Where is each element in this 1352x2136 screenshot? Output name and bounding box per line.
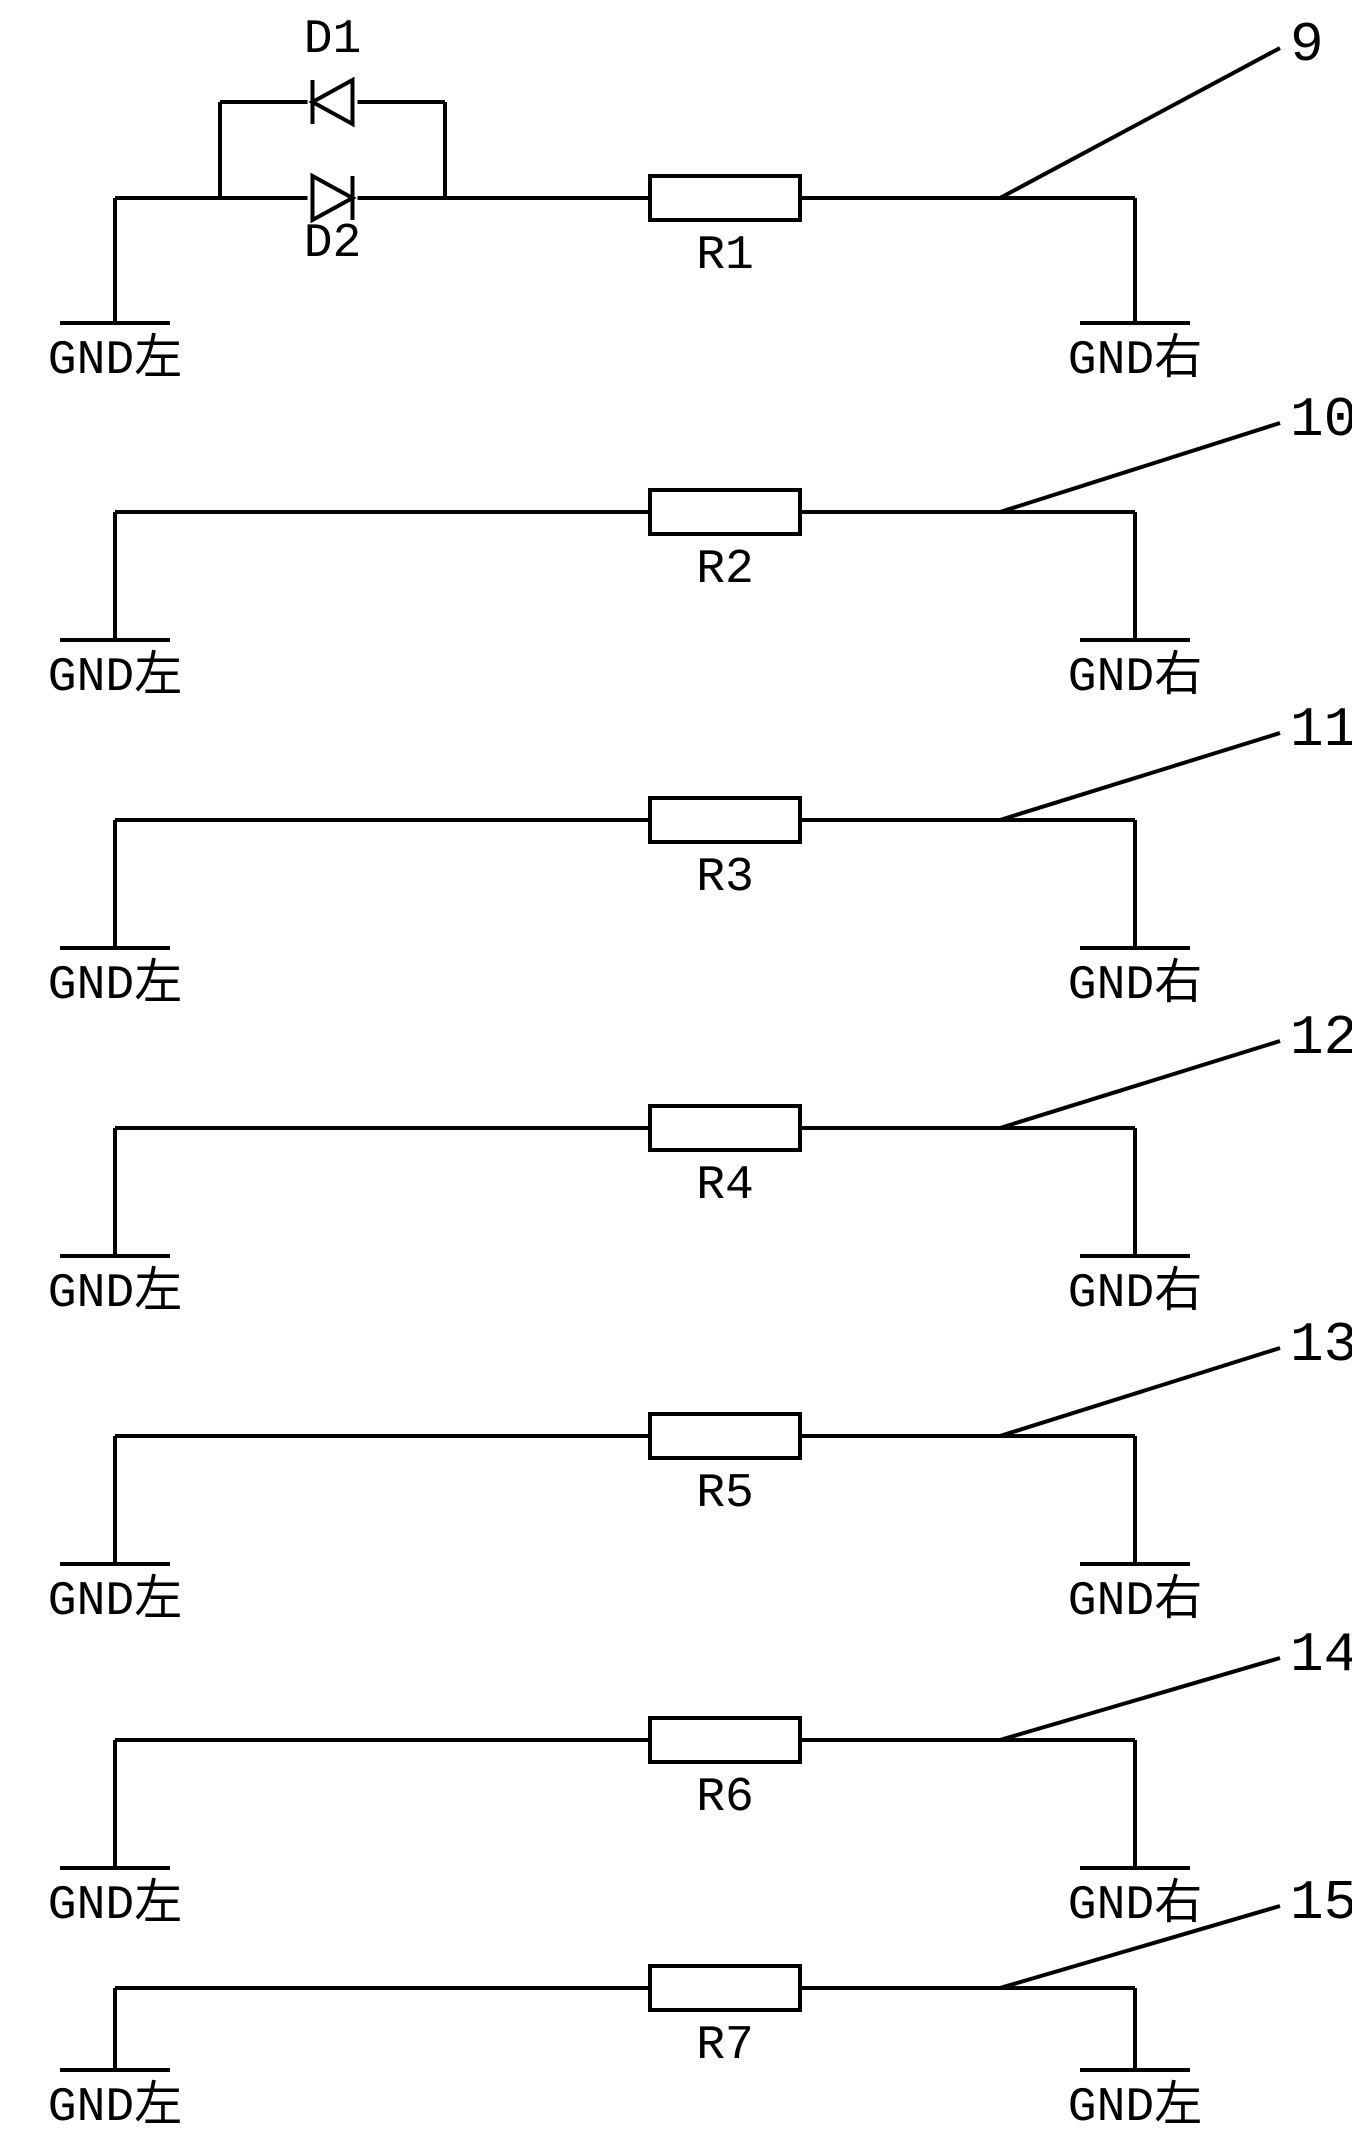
gnd-label-right-3: GND右 bbox=[1068, 1265, 1202, 1321]
callout-label-10: 10 bbox=[1290, 388, 1352, 452]
gnd-label-left-2: GND左 bbox=[48, 957, 182, 1013]
gnd-label-right-5: GND右 bbox=[1068, 1877, 1202, 1933]
callout-label-9: 9 bbox=[1290, 13, 1324, 77]
resistor-label-r5: R5 bbox=[696, 1467, 754, 1521]
gnd-label-left-3: GND左 bbox=[48, 1265, 182, 1321]
circuit-row-13: R5 GND左 GND右 13 bbox=[48, 1313, 1352, 1629]
circuit-row-12: R4 GND左 GND右 12 bbox=[48, 1006, 1352, 1321]
gnd-label-left-6: GND左 bbox=[48, 2079, 182, 2135]
resistor-label-r1: R1 bbox=[696, 229, 754, 283]
schematic-svg: R1GND左GND右9D1D2R2GND左GND右10R3GND左GND右11R… bbox=[0, 0, 1352, 2136]
resistor-r1 bbox=[650, 176, 800, 220]
callout-label-11: 11 bbox=[1290, 698, 1352, 762]
resistor-label-r7: R7 bbox=[696, 2019, 754, 2073]
resistor-label-r6: R6 bbox=[696, 1771, 754, 1825]
gnd-label-right-4: GND右 bbox=[1068, 1573, 1202, 1629]
resistor-label-r4: R4 bbox=[696, 1159, 754, 1213]
circuit-diagram: R1GND左GND右9D1D2R2GND左GND右10R3GND左GND右11R… bbox=[0, 0, 1352, 2136]
circuit-row-9: R1 GND左 GND右 9 D1 D2 bbox=[48, 13, 1324, 388]
resistor-r4 bbox=[650, 1106, 800, 1150]
circuit-row-11: R3 GND左 GND右 11 bbox=[48, 698, 1352, 1013]
diode-label-d2: D2 bbox=[304, 217, 362, 271]
gnd-label-right-6: GND左 bbox=[1068, 2079, 1202, 2135]
resistor-r2 bbox=[650, 490, 800, 534]
resistor-r7 bbox=[650, 1966, 800, 2010]
resistor-r3 bbox=[650, 798, 800, 842]
resistor-r6 bbox=[650, 1718, 800, 1762]
gnd-label-right-2: GND右 bbox=[1068, 957, 1202, 1013]
gnd-label-left-5: GND左 bbox=[48, 1877, 182, 1933]
resistor-label-r2: R2 bbox=[696, 543, 754, 597]
callout-label-13: 13 bbox=[1290, 1313, 1352, 1377]
diode-label-d1: D1 bbox=[304, 13, 362, 67]
gnd-label-left-0: GND左 bbox=[48, 332, 182, 388]
gnd-label-right-0: GND右 bbox=[1068, 332, 1202, 388]
resistor-r5 bbox=[650, 1414, 800, 1458]
gnd-label-left-4: GND左 bbox=[48, 1573, 182, 1629]
callout-label-12: 12 bbox=[1290, 1006, 1352, 1070]
circuit-row-14: R6 GND左 GND右 14 bbox=[48, 1623, 1352, 1933]
gnd-label-right-1: GND右 bbox=[1068, 649, 1202, 705]
circuit-row-10: R2 GND左 GND右 10 bbox=[48, 388, 1352, 705]
gnd-label-left-1: GND左 bbox=[48, 649, 182, 705]
resistor-label-r3: R3 bbox=[696, 851, 754, 905]
callout-label-14: 14 bbox=[1290, 1623, 1352, 1687]
callout-label-15: 15 bbox=[1290, 1871, 1352, 1935]
